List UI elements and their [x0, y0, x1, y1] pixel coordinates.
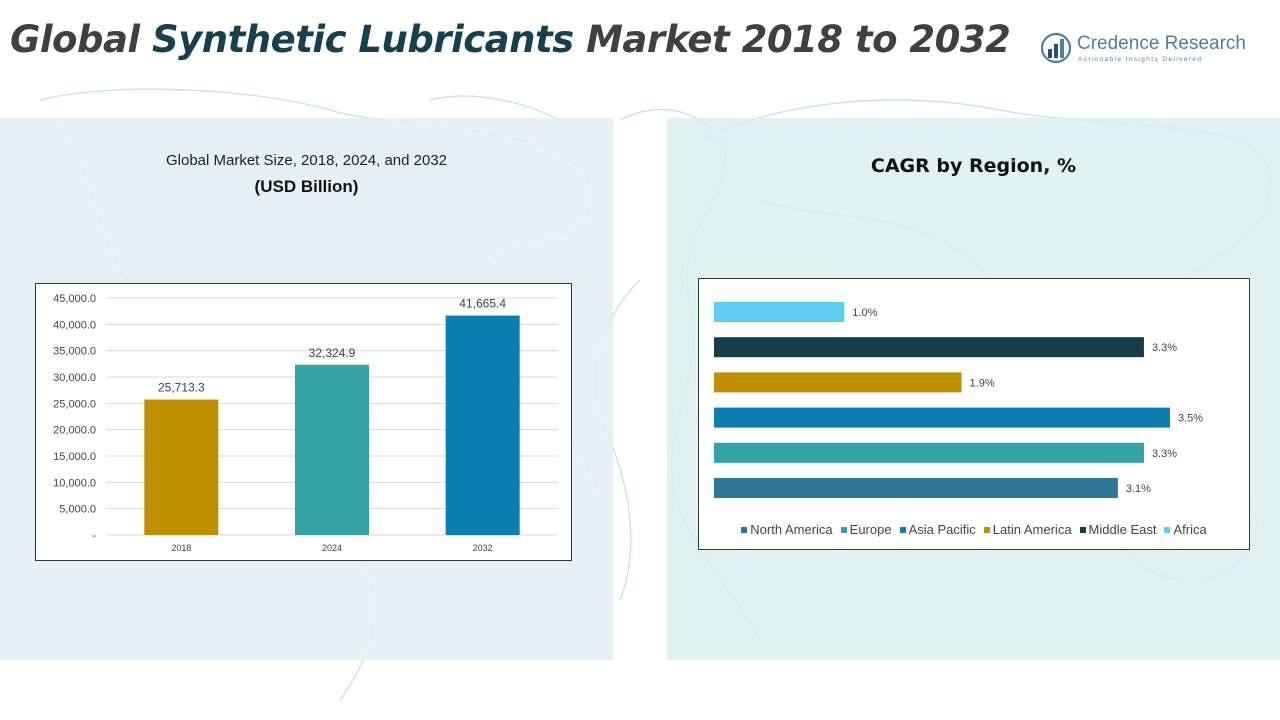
cagr-value-label: 3.1% [1126, 483, 1151, 495]
legend-label: North America [750, 522, 833, 537]
page-title: Global Synthetic Lubricants Market 2018 … [10, 18, 1011, 74]
x-tick-label: 2032 [473, 543, 493, 553]
title-part-3: Market 2018 to 2032 [573, 18, 1011, 61]
market-size-chart: - 5,000.0 10,000.0 15,000.0 20,000.0 25,000.0… [35, 283, 572, 561]
x-tick-label: 2024 [322, 543, 342, 553]
y-tick-label: 15,000.0 [53, 451, 96, 463]
legend-label: Middle East [1088, 522, 1157, 537]
legend-swatch [899, 526, 906, 533]
y-tick-label: 40,000.0 [53, 319, 96, 331]
y-tick-label: 10,000.0 [53, 477, 96, 489]
bar [144, 399, 219, 535]
y-tick-label: 25,000.0 [53, 398, 96, 410]
y-tick-label: 20,000.0 [53, 425, 96, 437]
cagr-value-label: 1.9% [970, 377, 995, 389]
cagr-chart: 1.0% 3.3% 1.9% 3.5% 3.3% 3.1% North America Eu… [698, 278, 1250, 550]
y-tick-label: 45,000.0 [53, 293, 96, 305]
logo-name: Credence Research [1077, 33, 1246, 54]
bar [295, 364, 369, 535]
bar-value-label: 32,324.9 [309, 346, 356, 360]
legend-label: Africa [1173, 522, 1207, 537]
x-tick-label: 2018 [171, 543, 191, 553]
legend-item: Europe [840, 522, 892, 537]
title-part-1: Global [10, 18, 152, 61]
bar-value-label: 25,713.3 [158, 381, 205, 395]
market-size-subtitle: Global Market Size, 2018, 2024, and 2032 [165, 152, 448, 169]
cagr-bar [714, 302, 845, 322]
legend-item: Africa [1164, 522, 1207, 537]
y-tick-label: 5,000.0 [59, 504, 96, 516]
cagr-value-label: 3.3% [1152, 448, 1177, 460]
market-size-chart-svg: - 5,000.0 10,000.0 15,000.0 20,000.0 25,000.0… [53, 293, 558, 553]
legend-label: Europe [849, 522, 892, 537]
y-tick-label: - [92, 530, 96, 542]
cagr-bar [714, 407, 1170, 428]
legend-item: Asia Pacific [899, 522, 976, 537]
legend-swatch [1164, 526, 1171, 533]
legend-swatch [741, 526, 748, 533]
legend-label: Asia Pacific [908, 522, 976, 537]
logo-icon [1040, 32, 1072, 64]
cagr-chart-svg: 1.0% 3.3% 1.9% 3.5% 3.3% 3.1% [714, 302, 1203, 498]
cagr-title: CAGR by Region, % [870, 155, 1077, 177]
bar-value-label: 41,665.4 [459, 297, 506, 311]
cagr-bar [714, 372, 962, 393]
legend-swatch [983, 526, 990, 533]
logo-tagline: Actionable Insights Delivered [1078, 56, 1203, 63]
market-size-unit: (USD Billion) [254, 177, 359, 196]
credence-research-logo: Credence Research Actionable Insights De… [1040, 30, 1270, 70]
y-tick-label: 35,000.0 [53, 346, 96, 358]
cagr-value-label: 1.0% [852, 307, 877, 319]
legend-label: Latin America [992, 522, 1072, 537]
legend-item: Middle East [1079, 522, 1157, 537]
cagr-bar [714, 478, 1118, 498]
title-part-2: Synthetic Lubricants [152, 18, 574, 61]
legend-swatch [840, 526, 847, 533]
legend-item: North America [741, 522, 833, 537]
legend-swatch [1079, 526, 1086, 533]
y-tick-label: 30,000.0 [53, 372, 96, 384]
cagr-legend: North America Europe Asia Pacific Latin Ame… [699, 522, 1249, 537]
legend-item: Latin America [983, 522, 1072, 537]
cagr-value-label: 3.5% [1178, 413, 1203, 425]
bar [445, 315, 520, 535]
cagr-value-label: 3.3% [1152, 342, 1177, 354]
cagr-bar [714, 337, 1144, 358]
cagr-bar [714, 442, 1144, 463]
